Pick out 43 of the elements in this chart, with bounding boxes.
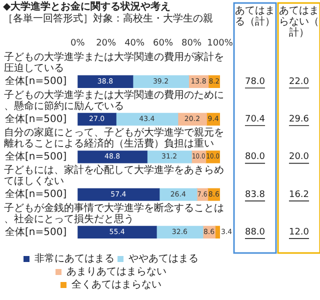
text: 88.0 — [244, 228, 266, 238]
annotation: 自分の家庭にとって、子どもが大学進学で親元を離れることによる経済的（生活費）負担は重い — [4, 126, 224, 150]
bar — [78, 150, 148, 164]
x-tick-label: 60% — [153, 38, 174, 49]
text: 29.6 — [288, 114, 310, 125]
annotation: 子どもが金銭的事情で大学進学を断念することは、社会にとって損失だと思う — [4, 202, 224, 225]
y-tick-label: 全体[n=500] — [4, 112, 67, 125]
text: 16.2 — [288, 190, 310, 200]
legend-label: 非常にあてはまる — [34, 252, 114, 265]
bar — [146, 150, 192, 164]
bar — [159, 188, 198, 201]
x-tick-label: 100% — [207, 38, 234, 49]
annotation: 子どもの大学進学または大学関連の費用のために、懸命に節約に励んでいる — [4, 88, 224, 112]
bar — [78, 75, 134, 88]
text: あてはまる（計） — [235, 6, 275, 28]
bar — [78, 188, 160, 201]
y-tick-label: 全体[n=500] — [4, 75, 67, 88]
x-tick-label: 0% — [70, 38, 86, 49]
annotation: 子どもには、家計を心配して大学進学をあきらめてほしくない — [4, 164, 224, 188]
text: 70.4 — [244, 114, 266, 125]
text: 78.0 — [244, 76, 266, 87]
y-tick-label: 全体[n=500] — [4, 188, 67, 200]
bar — [116, 112, 178, 126]
y-tick-label: 全体[n=500] — [4, 150, 67, 162]
legend-label: 全くあてはまらない — [72, 278, 162, 291]
y-tick-label: 全体[n=500] — [4, 226, 67, 238]
bar — [132, 75, 190, 88]
annotation: 子どもの大学進学または大学関連の費用が家計を圧迫している — [4, 51, 224, 74]
text: あてはまらない（計） — [279, 6, 319, 39]
x-tick-label: 80% — [182, 38, 202, 49]
bar — [78, 226, 157, 239]
text: 12.0 — [288, 228, 310, 238]
text: 80.0 — [244, 152, 266, 162]
legend-label: あまりあてはまらない — [66, 266, 166, 278]
text: 83.8 — [244, 190, 266, 200]
text: 22.0 — [288, 76, 310, 87]
bar — [78, 112, 116, 126]
x-tick-label: 20% — [96, 38, 117, 49]
chart-subtitle: ［各単一回答形式］対象：高校生・大学生の親 — [3, 12, 213, 25]
text: 20.0 — [288, 152, 310, 162]
x-tick-label: 40% — [124, 38, 146, 49]
legend-label: ややあてはまる — [128, 254, 198, 265]
chart-title: ◆大学進学とお金に関する状況や考え — [3, 0, 171, 13]
